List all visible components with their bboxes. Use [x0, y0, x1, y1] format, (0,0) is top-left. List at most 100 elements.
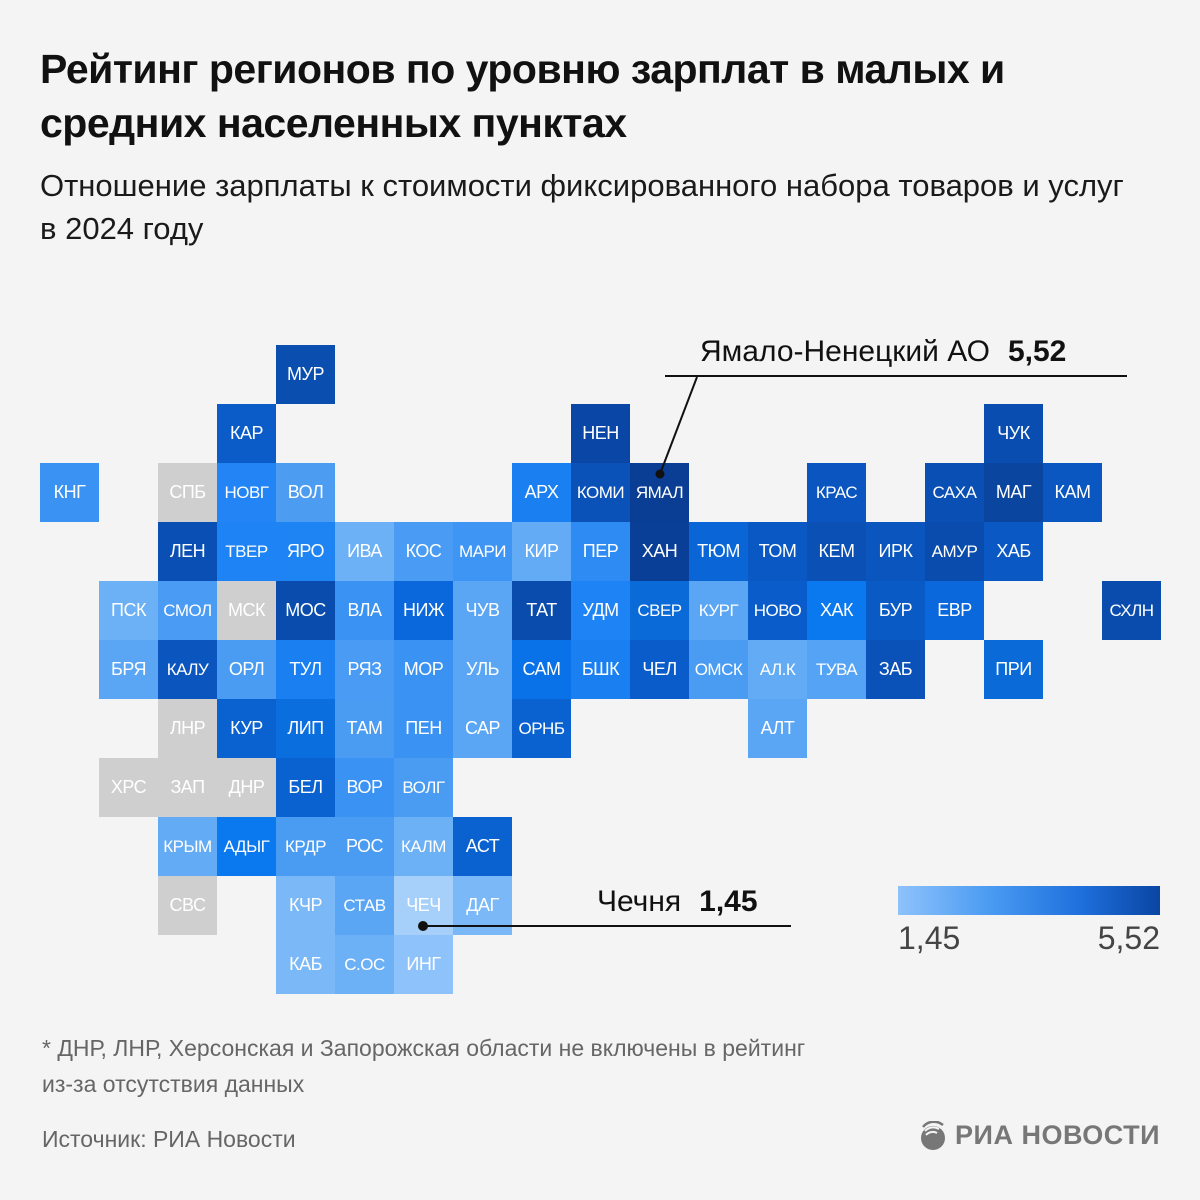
- page-subtitle: Отношение зарплаты к стоимости фиксирова…: [40, 168, 1124, 246]
- region-tile: УЛЬ: [453, 640, 512, 699]
- region-tile: АМУР: [925, 522, 984, 581]
- region-tile: НОВО: [748, 581, 807, 640]
- region-tile: ТЮМ: [689, 522, 748, 581]
- region-tile: УДМ: [571, 581, 630, 640]
- region-tile: ИНГ: [394, 935, 453, 994]
- region-tile: ЕВР: [925, 581, 984, 640]
- region-tile: БЕЛ: [276, 758, 335, 817]
- page-title: Рейтинг регионов по уровню зарплат в мал…: [40, 46, 1005, 146]
- region-tile: ПЕН: [394, 699, 453, 758]
- region-tile: ТАТ: [512, 581, 571, 640]
- region-tile: СВС: [158, 876, 217, 935]
- region-tile: ИРК: [866, 522, 925, 581]
- region-tile: НОВГ: [217, 463, 276, 522]
- region-tile: АСТ: [453, 817, 512, 876]
- region-tile: КРДР: [276, 817, 335, 876]
- region-tile: КУРГ: [689, 581, 748, 640]
- ria-logo: РИА НОВОСТИ: [917, 1120, 1160, 1151]
- source-text: Источник: РИА Новости: [42, 1126, 296, 1152]
- footnote-line-1: * ДНР, ЛНР, Херсонская и Запорожская обл…: [42, 1035, 806, 1061]
- region-tile: НИЖ: [394, 581, 453, 640]
- region-tile: ЗАБ: [866, 640, 925, 699]
- region-tile: ИВА: [335, 522, 394, 581]
- region-tile: МАРИ: [453, 522, 512, 581]
- region-tile: ЧЕЛ: [630, 640, 689, 699]
- ria-globe-icon: [921, 1120, 946, 1150]
- region-tile: ХРС: [99, 758, 158, 817]
- callout-min-value: 1,45: [699, 885, 758, 918]
- footnote-line-2: из-за отсутствия данных: [42, 1071, 305, 1097]
- region-tile: КОС: [394, 522, 453, 581]
- region-tile: ЧУК: [984, 404, 1043, 463]
- region-tile: ЛНР: [158, 699, 217, 758]
- region-tile: ЯМАЛ: [630, 463, 689, 522]
- region-tile: КЕМ: [807, 522, 866, 581]
- region-tile: МОР: [394, 640, 453, 699]
- region-tile: ЛЕН: [158, 522, 217, 581]
- region-tile: КРЫМ: [158, 817, 217, 876]
- region-tile: ПСК: [99, 581, 158, 640]
- region-tile: КНГ: [40, 463, 99, 522]
- region-tile: КРАС: [807, 463, 866, 522]
- region-tile: КУР: [217, 699, 276, 758]
- region-tile: ТВЕР: [217, 522, 276, 581]
- callout-max-label: Ямало-Ненецкий АО: [700, 335, 990, 368]
- region-tile: СТАВ: [335, 876, 394, 935]
- region-tile: ХАБ: [984, 522, 1043, 581]
- region-tile: ХАК: [807, 581, 866, 640]
- region-tile: ЧЕЧ: [394, 876, 453, 935]
- region-tile: ЧУВ: [453, 581, 512, 640]
- region-tile: БРЯ: [99, 640, 158, 699]
- region-tile: ОРЛ: [217, 640, 276, 699]
- region-tile: СВЕР: [630, 581, 689, 640]
- ria-logo-text: РИА НОВОСТИ: [955, 1120, 1160, 1150]
- legend-gradient: [898, 886, 1160, 915]
- region-tile: СПБ: [158, 463, 217, 522]
- region-tile: ВОР: [335, 758, 394, 817]
- region-tile: КИР: [512, 522, 571, 581]
- region-tile: САХА: [925, 463, 984, 522]
- region-tile: АДЫГ: [217, 817, 276, 876]
- callout-min-label: Чечня: [597, 885, 682, 918]
- region-tile: ЯРО: [276, 522, 335, 581]
- region-tile: ВОЛГ: [394, 758, 453, 817]
- region-tile: СХЛН: [1102, 581, 1161, 640]
- region-tile: ЛИП: [276, 699, 335, 758]
- region-tile: ПРИ: [984, 640, 1043, 699]
- callout-line-max-leader: [659, 376, 698, 475]
- region-tile: ХАН: [630, 522, 689, 581]
- region-tile: РЯЗ: [335, 640, 394, 699]
- region-tile: МСК: [217, 581, 276, 640]
- region-tile: КАБ: [276, 935, 335, 994]
- region-tile: КЧР: [276, 876, 335, 935]
- region-tile: НЕН: [571, 404, 630, 463]
- region-tile: КАМ: [1043, 463, 1102, 522]
- region-tile: КОМИ: [571, 463, 630, 522]
- region-tile: РОС: [335, 817, 394, 876]
- region-tile: ДАГ: [453, 876, 512, 935]
- region-tile: ВОЛ: [276, 463, 335, 522]
- region-tile: ТАМ: [335, 699, 394, 758]
- region-tile: МУР: [276, 345, 335, 404]
- region-tile: АРХ: [512, 463, 571, 522]
- region-tile: КАР: [217, 404, 276, 463]
- region-tile: КАЛМ: [394, 817, 453, 876]
- region-tile: АЛТ: [748, 699, 807, 758]
- region-tile: КАЛУ: [158, 640, 217, 699]
- callout-max-value: 5,52: [1007, 335, 1067, 368]
- callout-max: Ямало-Ненецкий АО 5,52: [700, 335, 1066, 369]
- region-tile: ТУЛ: [276, 640, 335, 699]
- footnote: * ДНР, ЛНР, Херсонская и Запорожская обл…: [42, 1030, 1042, 1102]
- region-tile: ОМСК: [689, 640, 748, 699]
- region-tile: ПЕР: [571, 522, 630, 581]
- callout-min: Чечня 1,45: [597, 885, 758, 919]
- legend-min-label: 1,45: [898, 920, 961, 956]
- region-tile: САМ: [512, 640, 571, 699]
- region-tile: С.ОС: [335, 935, 394, 994]
- region-tile: ВЛА: [335, 581, 394, 640]
- region-tile: БУР: [866, 581, 925, 640]
- region-tile: МАГ: [984, 463, 1043, 522]
- region-tile: ЗАП: [158, 758, 217, 817]
- region-tile: АЛ.К: [748, 640, 807, 699]
